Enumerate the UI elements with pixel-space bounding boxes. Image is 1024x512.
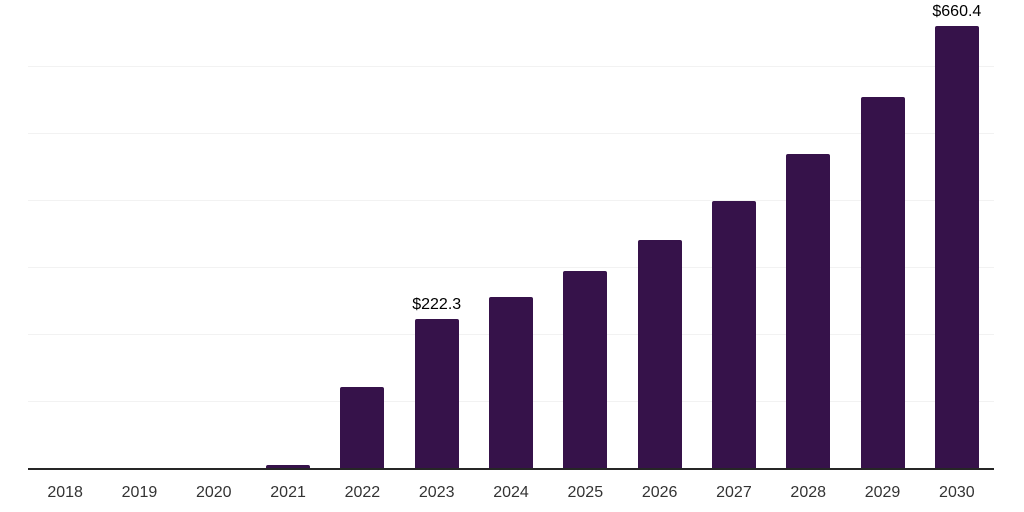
bar-2025: [563, 271, 608, 468]
x-tick-label: 2024: [493, 484, 529, 501]
x-tick-label: 2020: [195, 484, 232, 501]
x-tick-label: 2030: [939, 484, 975, 501]
x-tick-label: 2029: [864, 484, 901, 501]
x-axis-labels: 2018 2019 2020 2021 2022 2023 2024 2025 2026 2027…: [28, 484, 994, 506]
bar-2027: [711, 201, 756, 468]
bar-2024: [489, 297, 533, 468]
gridline: [28, 66, 994, 67]
bar-2029: [860, 96, 905, 468]
x-tick-label: 2021: [270, 484, 306, 501]
bar-2026: [637, 240, 682, 468]
x-tick-label: 2026: [641, 484, 678, 501]
x-tick-label: 2023: [418, 484, 455, 501]
x-tick-label: 2027: [716, 484, 752, 501]
x-tick-label: 2019: [121, 484, 158, 501]
gridline: [28, 133, 994, 134]
value-label: $660.4: [932, 2, 982, 20]
bar-2022: [340, 386, 385, 468]
x-tick-label: 2025: [567, 484, 604, 501]
bar-2030: [934, 25, 979, 468]
x-tick-label: 2018: [47, 484, 83, 501]
plot-area: $222.3 $660.4: [28, 1, 994, 470]
bar-2021: [266, 465, 311, 468]
gridline: [28, 267, 994, 268]
value-label: $222.3: [412, 296, 462, 314]
bar-2028: [786, 153, 831, 468]
gridline: [28, 200, 994, 201]
x-tick-label: 2022: [344, 484, 381, 501]
bar-2023: [414, 319, 459, 468]
x-tick-label: 2028: [790, 484, 827, 501]
